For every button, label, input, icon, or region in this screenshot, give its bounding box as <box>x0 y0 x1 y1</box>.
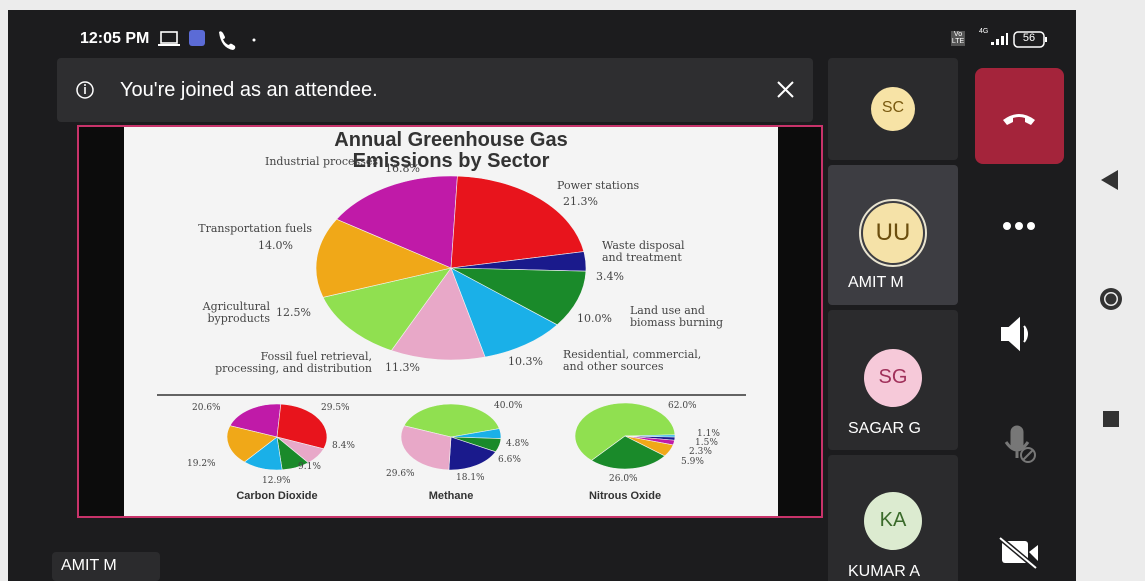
dot <box>253 39 256 42</box>
value-label: 16.8% <box>385 163 420 175</box>
chart-title: Nitrous Oxide <box>475 491 775 503</box>
network: 4G <box>979 28 988 35</box>
screen: 12:05 PM Vo LTE 4G 56 You're joined as an at… <box>0 0 1145 581</box>
slice-label: Power stations <box>557 180 639 192</box>
info-icon-bar <box>84 87 86 94</box>
value-label: 10.0% <box>577 313 612 325</box>
value-label: 12.9% <box>262 477 291 486</box>
slice-label: Residential, commercial, and other sourc… <box>563 349 701 372</box>
value-label: 12.5% <box>276 307 311 319</box>
value-label: 62.0% <box>668 402 697 411</box>
value-label: 14.0% <box>258 240 293 252</box>
battery: 56 <box>1016 33 1042 45</box>
value-label: 20.6% <box>192 404 221 413</box>
value-label: 29.6% <box>386 470 415 479</box>
slice-label: Industrial processes <box>265 156 378 168</box>
slice-label: Waste disposal and treatment <box>602 240 685 263</box>
participant-name: SAGAR G <box>848 421 921 438</box>
screen-icon <box>158 44 180 46</box>
back-button[interactable] <box>1101 170 1118 190</box>
value-label: 11.3% <box>385 362 420 374</box>
avatar-initials: SC <box>743 100 1043 117</box>
value-label: 26.0% <box>609 475 638 484</box>
value-label: 5.9% <box>681 458 704 467</box>
home-button-dot <box>1106 294 1117 305</box>
banner-text: You're joined as an attendee. <box>120 80 378 101</box>
participant-name: AMIT M <box>848 275 904 292</box>
value-label: 29.5% <box>321 404 350 413</box>
teams-icon <box>189 30 205 46</box>
value-label: 18.1% <box>456 474 485 483</box>
volte: Vo LTE <box>951 31 965 46</box>
slice-label: Land use and biomass burning <box>630 305 723 328</box>
value-label: 21.3% <box>563 196 598 208</box>
recents-button[interactable] <box>1103 411 1119 427</box>
participant-name: KUMAR A <box>848 564 920 581</box>
slice-label: Agricultural byproducts <box>203 301 270 324</box>
value-label: 10.3% <box>508 356 543 368</box>
value-label: 19.2% <box>187 460 216 469</box>
info-icon-dot <box>84 84 86 86</box>
value-label: 6.6% <box>498 456 521 465</box>
avatar-initials: UU <box>743 220 1043 245</box>
value-label: 3.4% <box>596 271 624 283</box>
slice-label: Fossil fuel retrieval, processing, and d… <box>215 351 372 374</box>
clock: 12:05 PM <box>80 31 149 48</box>
value-label: 4.8% <box>506 440 529 449</box>
presenter-name: AMIT M <box>61 558 117 575</box>
battery-tip <box>1045 37 1047 42</box>
value-label: 8.4% <box>332 442 355 451</box>
avatar-initials: KA <box>743 510 1043 531</box>
value-label: 9.1% <box>298 463 321 472</box>
value-label: 40.0% <box>494 402 523 411</box>
slice-label: Transportation fuels <box>198 223 312 235</box>
avatar-initials: SG <box>743 367 1043 388</box>
